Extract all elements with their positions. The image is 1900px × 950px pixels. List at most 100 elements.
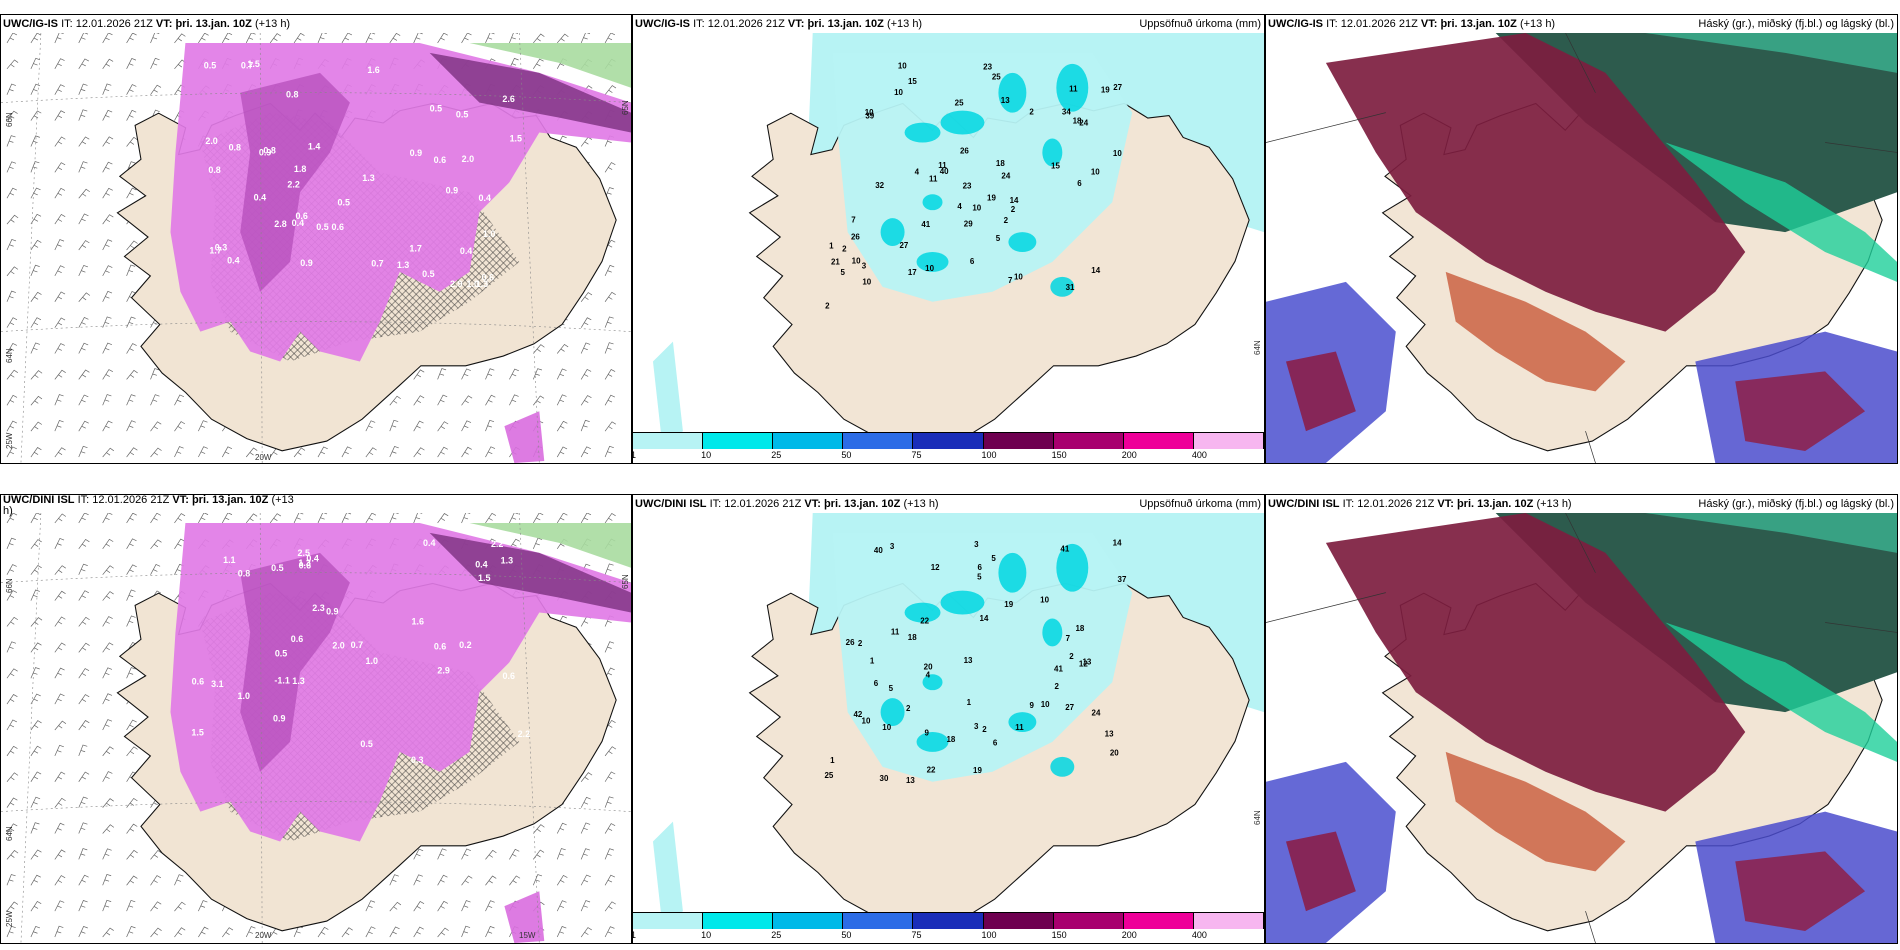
precip-value-label: 41 (921, 220, 930, 229)
vt-label: VT: (155, 18, 173, 30)
snow-value-label: 0.5 (430, 103, 442, 113)
panel-precip-dini: UWC/DINI ISL IT: 12.01.2026 21Z VT: þri.… (632, 494, 1265, 944)
precip-value-label: 18 (1073, 116, 1082, 125)
colorbar-tick-label: 75 (911, 930, 922, 940)
vt-label: VT: (804, 498, 821, 510)
precip-value-label: 10 (894, 88, 903, 97)
precip-value-label: 5 (977, 573, 982, 582)
snow-value-label: 2.9 (450, 279, 462, 289)
colorbar-tick-label: 50 (841, 450, 852, 460)
snow-value-label: 0.4 (254, 193, 266, 203)
panel-header: UWC/DINI ISL IT: 12.01.2026 21Z VT: þri.… (633, 495, 1264, 513)
precip-value-label: 4 (926, 671, 931, 680)
snow-value-label: 0.8 (238, 569, 250, 579)
snow-value-label: 2.2 (491, 539, 503, 549)
snow-value-label: 0.9 (300, 258, 312, 268)
init-time: 12.01.2026 21Z (1357, 498, 1435, 510)
precip-value-label: 3 (862, 261, 867, 270)
precip-value-label: 14 (980, 614, 989, 623)
precip-value-label: 10 (862, 277, 871, 286)
precip-value-label: 9 (1030, 701, 1035, 710)
snow-value-label: 0.3 (215, 242, 227, 252)
colorbar-tick-label: 100 (981, 450, 997, 460)
precip-value-label: 13 (964, 656, 973, 665)
precip-value-label: 26 (846, 638, 855, 647)
precip-value-label: 10 (862, 716, 871, 725)
colorbar-tick-label: 200 (1121, 930, 1137, 940)
precip-value-label: 10 (865, 108, 874, 117)
colorbar-cell (1123, 433, 1194, 449)
snow-value-label: 2.5 (298, 548, 310, 558)
valid-time: þri. 13.jan. 10Z (191, 494, 269, 506)
grid-label: 65N (621, 574, 630, 589)
precip-value-label: 6 (970, 257, 975, 266)
precip-value-label: 2 (1029, 108, 1034, 117)
grid-label: 64N (1253, 340, 1262, 355)
snow-value-label: 2.2 (287, 179, 299, 189)
snow-value-label: 0.5 (456, 110, 468, 120)
colorbar-cell (1193, 913, 1264, 929)
colorbar-cell (983, 913, 1054, 929)
snow-value-label: 0.8 (208, 165, 220, 175)
precip-value-label: 37 (1118, 575, 1127, 584)
colorbar-cell (703, 433, 774, 449)
grid-label: 66N (5, 578, 14, 593)
precip-value-label: 13 (1105, 729, 1114, 738)
snow-value-label: 2.8 (274, 219, 286, 229)
snow-value-label: 0.6 (291, 634, 303, 644)
precip-value-label: 1 (830, 756, 835, 765)
colorbar-cell (1123, 913, 1194, 929)
panel-cloud-dini: UWC/DINI ISL IT: 12.01.2026 21Z VT: þri.… (1265, 494, 1898, 944)
colorbar-tick-label: 1 (633, 450, 636, 460)
precip-value-label: 27 (1065, 703, 1074, 712)
colorbar-ticks: 1 10 25 50 75 100 150 200 400 (633, 450, 1264, 462)
vt-label: VT: (787, 18, 805, 30)
precip-value-label: 2 (906, 704, 911, 713)
snow-value-label: 1.0 (366, 656, 378, 666)
precip-value-label: 42 (853, 710, 862, 719)
snow-value-label: 0.6 (295, 211, 307, 221)
vt-label: VT: (1420, 18, 1438, 30)
snow-value-label: 1.3 (397, 260, 409, 270)
precip-value-label: 40 (940, 167, 949, 176)
valid-time: þri. 13.jan. 10Z (1440, 18, 1517, 30)
colorbar-tick-label: 1 (633, 930, 636, 940)
precip-value-label: 10 (925, 264, 934, 273)
precip-value-label: 31 (1066, 283, 1075, 292)
precip-value-label: 20 (1110, 748, 1119, 757)
colorbar-tick-label: 25 (771, 930, 782, 940)
snow-value-label: 0.7 (371, 259, 383, 269)
grid-label: 25W (5, 432, 14, 449)
cloud-cover-map (1266, 33, 1897, 463)
it-label: IT: (77, 494, 90, 506)
snow-value-label: 2.0 (462, 154, 474, 164)
snow-value-label: 1.5 (191, 728, 203, 738)
colorbar-tick-label: 75 (911, 450, 922, 460)
precip-value-label: 7 (1008, 276, 1013, 285)
vt-label: VT: (1437, 498, 1454, 510)
lead-time: (+13 h) (903, 498, 939, 510)
colorbar-tick-label: 400 (1191, 450, 1207, 460)
precip-value-label: 9 (925, 729, 930, 738)
snow-value-label: 1.6 (367, 65, 379, 75)
valid-time: þri. 13.jan. 10Z (1456, 498, 1534, 510)
snow-value-label: 0.6 (503, 671, 515, 681)
panel-header: UWC/DINI ISL IT: 12.01.2026 21Z VT: þri.… (1, 495, 631, 517)
colorbar-cells (633, 433, 1264, 449)
precip-value-label: 7 (851, 216, 856, 225)
precip-value-label: 10 (898, 61, 907, 70)
grid-label: 64N (5, 348, 14, 363)
panel-precip-igis: UWC/IG-IS IT: 12.01.2026 21Z VT: þri. 13… (632, 14, 1265, 464)
precip-value-label: 1 (829, 241, 834, 250)
lead-time-wrap: h) (3, 505, 13, 517)
precip-value-label: 2 (825, 302, 830, 311)
precip-value-label: 18 (996, 159, 1005, 168)
snow-value-label: 1.1 (223, 555, 235, 565)
snow-value-label: 2.0 (332, 640, 344, 650)
precip-value-label: 18 (1075, 624, 1084, 633)
snow-value-label: 0.4 (227, 255, 239, 265)
lead-time: (+13 h) (886, 18, 923, 30)
colorbar-cell (1053, 433, 1124, 449)
precip-value-label: 4 (957, 202, 962, 211)
colorbar-tick-label: 200 (1121, 450, 1137, 460)
